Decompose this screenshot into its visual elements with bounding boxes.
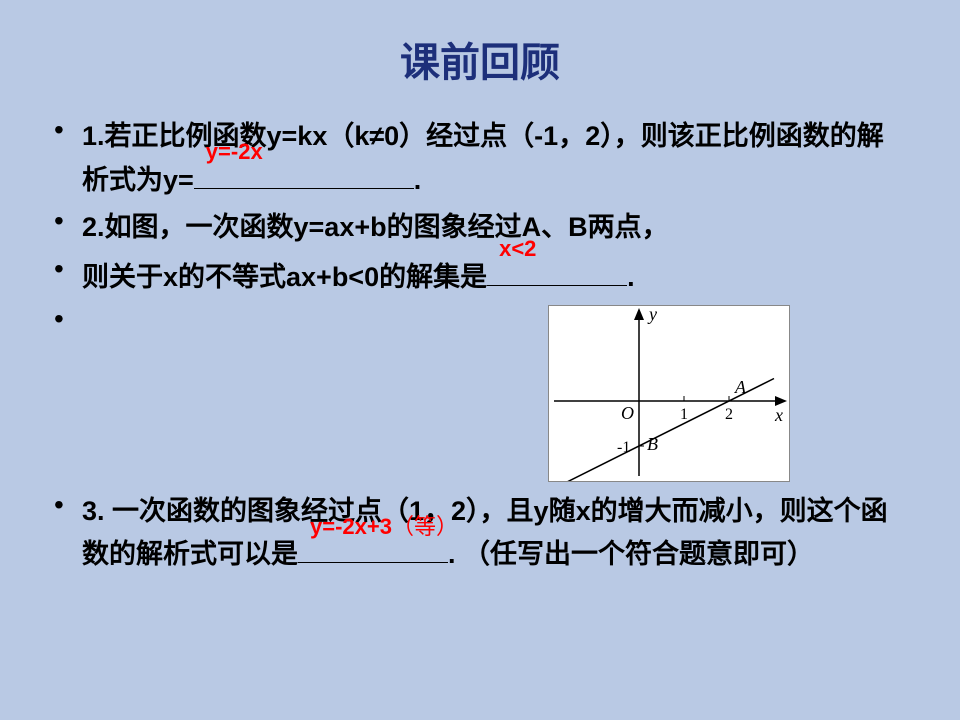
svg-text:A: A (734, 377, 747, 397)
item-3-answer-suffix: （等） (392, 514, 458, 539)
item-1-suffix: . (414, 165, 422, 195)
slide-root: 课前回顾 1.若正比例函数y=kx（k≠0）经过点（-1，2），则该正比例函数的… (0, 0, 960, 720)
svg-text:2: 2 (725, 406, 733, 423)
item-2-line2-text: 则关于x的不等式ax+b<0的解集是x<2. (82, 262, 635, 292)
item-2-line2: 则关于x的不等式ax+b<0的解集是x<2. (50, 255, 910, 299)
item-1: 1.若正比例函数y=kx（k≠0）经过点（-1，2），则该正比例函数的解析式为y… (50, 116, 910, 201)
item-3-tail: （任写出一个符合题意即可） (463, 539, 814, 569)
item-1-blank: y=-2x (194, 158, 414, 189)
graph-wrap: y x O 1 2 -1 A B (82, 305, 910, 485)
item-2-answer: x<2 (499, 232, 536, 266)
item-3-answer: y=-2x+3（等） (310, 510, 458, 544)
item-3-text: 3. 一次函数的图象经过点（1，2），且y随x的增大而减小，则这个函数的解析式可… (82, 496, 888, 570)
svg-text:-1: -1 (617, 439, 630, 456)
item-3: 3. 一次函数的图象经过点（1，2），且y随x的增大而减小，则这个函数的解析式可… (50, 491, 910, 576)
svg-text:B: B (647, 434, 658, 454)
svg-text:1: 1 (680, 406, 688, 423)
item-2-line1: 2.如图，一次函数y=ax+b的图象经过A、B两点， (50, 207, 910, 249)
slide-title: 课前回顾 (50, 30, 910, 88)
item-1-answer: y=-2x (206, 135, 263, 169)
bullet-list: 1.若正比例函数y=kx（k≠0）经过点（-1，2），则该正比例函数的解析式为y… (50, 116, 910, 576)
item-3-blank: y=-2x+3（等） (298, 533, 448, 564)
item-2-suffix: . (627, 262, 635, 292)
graph-svg: y x O 1 2 -1 A B (548, 305, 790, 482)
item-3-answer-main: y=-2x+3 (310, 514, 392, 539)
item-1-text: 1.若正比例函数y=kx（k≠0）经过点（-1，2），则该正比例函数的解析式为y… (82, 121, 884, 195)
svg-text:O: O (621, 403, 634, 423)
item-2-line1-text: 2.如图，一次函数y=ax+b的图象经过A、B两点， (82, 212, 669, 242)
item-2-blank: x<2 (487, 255, 627, 286)
svg-text:y: y (647, 305, 657, 324)
item-2-prefix: 则关于x的不等式ax+b<0的解集是 (82, 262, 487, 292)
graph-bullet: y x O 1 2 -1 A B (50, 305, 910, 485)
svg-text:x: x (774, 405, 783, 425)
item-3-suffix: . (448, 539, 456, 569)
